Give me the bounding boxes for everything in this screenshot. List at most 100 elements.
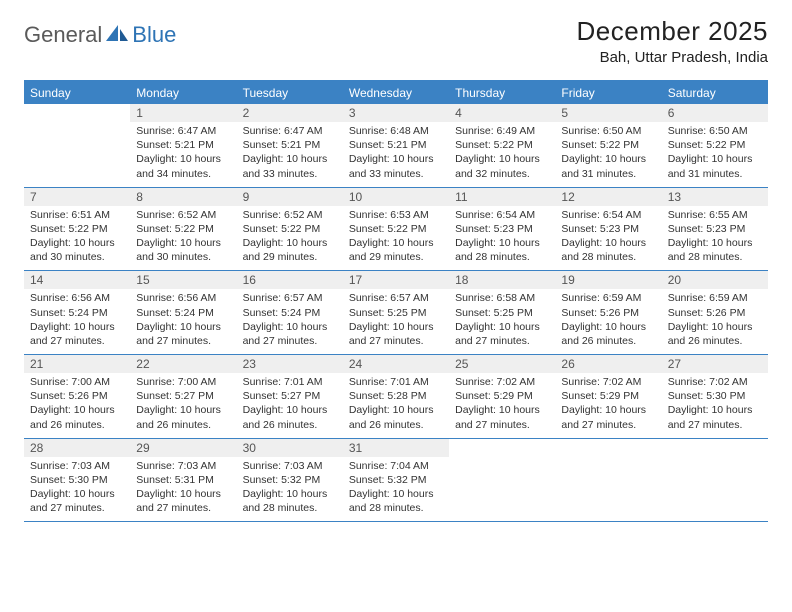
daylight-text: Daylight: 10 hours and 33 minutes. [349, 152, 443, 180]
calendar-cell: 23Sunrise: 7:01 AMSunset: 5:27 PMDayligh… [237, 355, 343, 438]
day-header: Thursday [449, 82, 555, 104]
cell-body: Sunrise: 7:03 AMSunset: 5:31 PMDaylight:… [130, 457, 236, 522]
day-number: 13 [662, 188, 768, 206]
calendar-cell: 6Sunrise: 6:50 AMSunset: 5:22 PMDaylight… [662, 104, 768, 187]
sunset-text: Sunset: 5:22 PM [136, 222, 230, 236]
daylight-text: Daylight: 10 hours and 32 minutes. [455, 152, 549, 180]
calendar-cell: 28Sunrise: 7:03 AMSunset: 5:30 PMDayligh… [24, 439, 130, 522]
day-header: Sunday [24, 82, 130, 104]
cell-body: Sunrise: 7:01 AMSunset: 5:27 PMDaylight:… [237, 373, 343, 438]
month-title: December 2025 [577, 16, 769, 47]
day-number: 28 [24, 439, 130, 457]
day-number: 17 [343, 271, 449, 289]
day-number: 16 [237, 271, 343, 289]
sunrise-text: Sunrise: 6:47 AM [136, 124, 230, 138]
cell-body: Sunrise: 6:47 AMSunset: 5:21 PMDaylight:… [130, 122, 236, 187]
sunset-text: Sunset: 5:24 PM [243, 306, 337, 320]
day-number: 20 [662, 271, 768, 289]
sunrise-text: Sunrise: 6:47 AM [243, 124, 337, 138]
sunrise-text: Sunrise: 6:52 AM [243, 208, 337, 222]
sunset-text: Sunset: 5:22 PM [243, 222, 337, 236]
day-number [555, 439, 661, 443]
sunset-text: Sunset: 5:21 PM [136, 138, 230, 152]
calendar-cell: 11Sunrise: 6:54 AMSunset: 5:23 PMDayligh… [449, 188, 555, 271]
daylight-text: Daylight: 10 hours and 27 minutes. [30, 487, 124, 515]
daylight-text: Daylight: 10 hours and 27 minutes. [136, 320, 230, 348]
day-number: 27 [662, 355, 768, 373]
calendar-cell: 8Sunrise: 6:52 AMSunset: 5:22 PMDaylight… [130, 188, 236, 271]
cell-body: Sunrise: 7:03 AMSunset: 5:32 PMDaylight:… [237, 457, 343, 522]
day-number: 19 [555, 271, 661, 289]
sunset-text: Sunset: 5:23 PM [668, 222, 762, 236]
calendar-cell: 1Sunrise: 6:47 AMSunset: 5:21 PMDaylight… [130, 104, 236, 187]
day-header: Monday [130, 82, 236, 104]
cell-body: Sunrise: 7:02 AMSunset: 5:30 PMDaylight:… [662, 373, 768, 438]
sunset-text: Sunset: 5:24 PM [136, 306, 230, 320]
day-number: 12 [555, 188, 661, 206]
calendar-cell: 31Sunrise: 7:04 AMSunset: 5:32 PMDayligh… [343, 439, 449, 522]
day-header: Friday [555, 82, 661, 104]
cell-body: Sunrise: 6:54 AMSunset: 5:23 PMDaylight:… [449, 206, 555, 271]
sunrise-text: Sunrise: 7:02 AM [455, 375, 549, 389]
sunset-text: Sunset: 5:21 PM [349, 138, 443, 152]
day-number: 4 [449, 104, 555, 122]
sunset-text: Sunset: 5:23 PM [455, 222, 549, 236]
calendar-cell: 17Sunrise: 6:57 AMSunset: 5:25 PMDayligh… [343, 271, 449, 354]
daylight-text: Daylight: 10 hours and 28 minutes. [668, 236, 762, 264]
day-number: 29 [130, 439, 236, 457]
calendar-cell [555, 439, 661, 522]
cell-body: Sunrise: 6:52 AMSunset: 5:22 PMDaylight:… [237, 206, 343, 271]
sunrise-text: Sunrise: 6:48 AM [349, 124, 443, 138]
cell-body: Sunrise: 6:57 AMSunset: 5:25 PMDaylight:… [343, 289, 449, 354]
cell-body: Sunrise: 6:56 AMSunset: 5:24 PMDaylight:… [24, 289, 130, 354]
week-row: 1Sunrise: 6:47 AMSunset: 5:21 PMDaylight… [24, 104, 768, 188]
sunset-text: Sunset: 5:25 PM [455, 306, 549, 320]
sunset-text: Sunset: 5:26 PM [561, 306, 655, 320]
cell-body: Sunrise: 6:47 AMSunset: 5:21 PMDaylight:… [237, 122, 343, 187]
daylight-text: Daylight: 10 hours and 34 minutes. [136, 152, 230, 180]
sunrise-text: Sunrise: 7:03 AM [243, 459, 337, 473]
sunrise-text: Sunrise: 6:52 AM [136, 208, 230, 222]
calendar-cell: 3Sunrise: 6:48 AMSunset: 5:21 PMDaylight… [343, 104, 449, 187]
calendar: SundayMondayTuesdayWednesdayThursdayFrid… [24, 80, 768, 522]
daylight-text: Daylight: 10 hours and 27 minutes. [136, 487, 230, 515]
daylight-text: Daylight: 10 hours and 27 minutes. [243, 320, 337, 348]
header: General Blue December 2025 Bah, Uttar Pr… [24, 16, 768, 66]
sunrise-text: Sunrise: 7:00 AM [30, 375, 124, 389]
sunrise-text: Sunrise: 7:00 AM [136, 375, 230, 389]
calendar-cell [662, 439, 768, 522]
daylight-text: Daylight: 10 hours and 28 minutes. [561, 236, 655, 264]
sunset-text: Sunset: 5:29 PM [455, 389, 549, 403]
calendar-cell: 14Sunrise: 6:56 AMSunset: 5:24 PMDayligh… [24, 271, 130, 354]
cell-body: Sunrise: 6:55 AMSunset: 5:23 PMDaylight:… [662, 206, 768, 271]
calendar-cell: 22Sunrise: 7:00 AMSunset: 5:27 PMDayligh… [130, 355, 236, 438]
calendar-cell: 10Sunrise: 6:53 AMSunset: 5:22 PMDayligh… [343, 188, 449, 271]
sunset-text: Sunset: 5:29 PM [561, 389, 655, 403]
daylight-text: Daylight: 10 hours and 28 minutes. [349, 487, 443, 515]
cell-body: Sunrise: 6:56 AMSunset: 5:24 PMDaylight:… [130, 289, 236, 354]
day-header: Tuesday [237, 82, 343, 104]
sunset-text: Sunset: 5:27 PM [136, 389, 230, 403]
day-number [449, 439, 555, 443]
cell-body: Sunrise: 6:52 AMSunset: 5:22 PMDaylight:… [130, 206, 236, 271]
sunrise-text: Sunrise: 6:59 AM [561, 291, 655, 305]
cell-body: Sunrise: 6:59 AMSunset: 5:26 PMDaylight:… [662, 289, 768, 354]
cell-body: Sunrise: 6:50 AMSunset: 5:22 PMDaylight:… [662, 122, 768, 187]
sunset-text: Sunset: 5:30 PM [30, 473, 124, 487]
calendar-cell: 5Sunrise: 6:50 AMSunset: 5:22 PMDaylight… [555, 104, 661, 187]
sunrise-text: Sunrise: 6:51 AM [30, 208, 124, 222]
day-number: 15 [130, 271, 236, 289]
daylight-text: Daylight: 10 hours and 27 minutes. [455, 320, 549, 348]
daylight-text: Daylight: 10 hours and 28 minutes. [243, 487, 337, 515]
day-number: 30 [237, 439, 343, 457]
sunrise-text: Sunrise: 6:57 AM [349, 291, 443, 305]
week-row: 7Sunrise: 6:51 AMSunset: 5:22 PMDaylight… [24, 188, 768, 272]
day-number: 25 [449, 355, 555, 373]
cell-body: Sunrise: 6:49 AMSunset: 5:22 PMDaylight:… [449, 122, 555, 187]
calendar-cell [24, 104, 130, 187]
sunset-text: Sunset: 5:22 PM [455, 138, 549, 152]
cell-body: Sunrise: 6:58 AMSunset: 5:25 PMDaylight:… [449, 289, 555, 354]
sunset-text: Sunset: 5:30 PM [668, 389, 762, 403]
day-number [662, 439, 768, 443]
sunset-text: Sunset: 5:27 PM [243, 389, 337, 403]
